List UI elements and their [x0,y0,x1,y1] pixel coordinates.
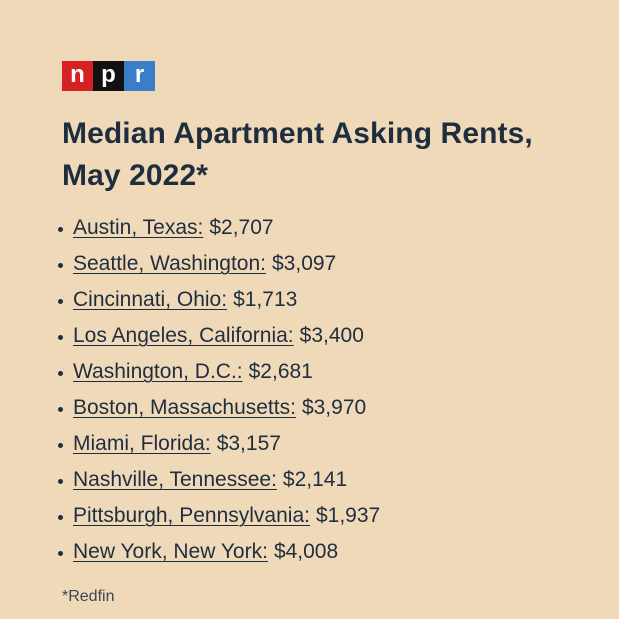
list-item: Miami, Florida: $3,157 [52,426,380,462]
rent-value: $3,097 [272,252,337,275]
city-link[interactable]: Los Angeles, California: [73,324,294,347]
bullet-icon [58,298,63,304]
list-item: Austin, Texas: $2,707 [52,210,380,246]
bullet-icon [58,550,63,556]
npr-logo[interactable]: n p r [62,61,155,91]
footnote: *Redfin [62,588,115,605]
rent-value: $1,937 [315,504,381,527]
title-line-2: May 2022* [62,159,209,192]
city-link[interactable]: Pittsburgh, Pennsylvania: [73,504,310,527]
bullet-icon [58,478,63,484]
list-item: Washington, D.C.: $2,681 [52,354,380,390]
bullet-icon [58,442,63,448]
bullet-icon [58,406,63,412]
list-item: Cincinnati, Ohio: $1,713 [52,282,380,318]
bullet-icon [58,370,63,376]
title-line-1: Median Apartment Asking Rents, [62,117,533,150]
list-item: Los Angeles, California: $3,400 [52,318,380,354]
city-link[interactable]: Washington, D.C.: [73,360,243,383]
city-link[interactable]: Cincinnati, Ohio: [73,288,228,311]
bullet-icon [58,514,63,520]
list-item: New York, New York: $4,008 [52,534,380,570]
npr-logo-n: n [62,61,93,91]
rent-value: $3,970 [301,396,367,419]
rent-value: $4,008 [273,540,339,563]
rent-value: $1,713 [233,288,298,311]
npr-logo-p: p [93,61,124,91]
list-item: Pittsburgh, Pennsylvania: $1,937 [52,498,380,534]
city-link[interactable]: Boston, Massachusetts: [73,396,296,419]
city-link[interactable]: New York, New York: [73,540,268,563]
bullet-icon [58,334,63,340]
city-link[interactable]: Nashville, Tennessee: [73,468,277,491]
city-link[interactable]: Miami, Florida: [73,432,211,455]
list-item: Seattle, Washington: $3,097 [52,246,380,282]
bullet-icon [58,262,63,268]
city-link[interactable]: Austin, Texas: [73,216,204,239]
rent-value: $3,400 [299,324,364,347]
npr-logo-r: r [124,61,155,91]
rent-list: Austin, Texas: $2,707 Seattle, Washington… [52,210,380,570]
list-item: Nashville, Tennessee: $2,141 [52,462,380,498]
bullet-icon [58,226,63,232]
city-link[interactable]: Seattle, Washington: [73,252,266,275]
rent-value: $2,681 [248,360,313,383]
list-item: Boston, Massachusetts: $3,970 [52,390,380,426]
rent-value: $2,707 [209,216,274,239]
rent-value: $3,157 [216,432,281,455]
rent-value: $2,141 [282,468,348,491]
page-title: Median Apartment Asking Rents, May 2022* [62,113,582,197]
